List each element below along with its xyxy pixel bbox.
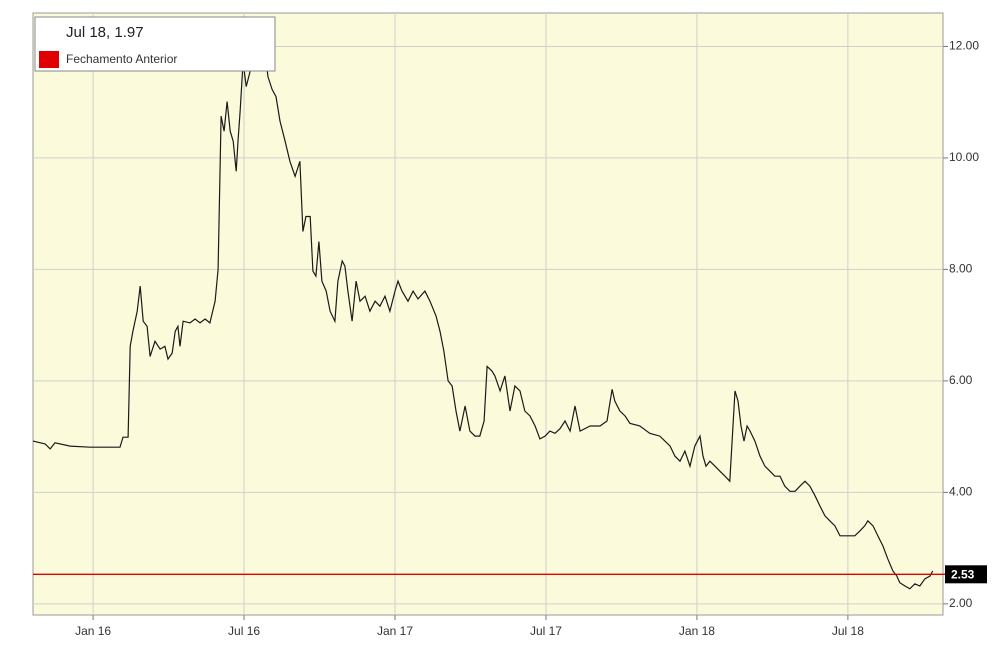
tooltip-text: Jul 18, 1.97: [66, 24, 144, 41]
plot-area: [32, 12, 944, 616]
y-tick-label: 4.00: [949, 485, 973, 499]
x-tick-label: Jul 18: [832, 624, 864, 638]
legend-box: [34, 16, 276, 72]
legend-swatch: [39, 51, 59, 68]
legend-label: Fechamento Anterior: [66, 52, 177, 66]
x-tick-label: Jan 16: [75, 624, 111, 638]
y-tick-label: 2.00: [949, 596, 973, 610]
price-line: [32, 31, 934, 590]
x-tick-label: Jul 17: [530, 624, 562, 638]
x-tick-label: Jan 18: [679, 624, 715, 638]
x-tick-label: Jan 17: [377, 624, 413, 638]
reference-label-box: [945, 565, 987, 584]
y-tick-label: 8.00: [949, 262, 973, 276]
x-tick-label: Jul 16: [228, 624, 260, 638]
y-tick-label: 12.00: [949, 39, 979, 53]
reference-label: 2.53: [951, 567, 975, 581]
y-tick-label: 10.00: [949, 150, 979, 164]
y-tick-label: 6.00: [949, 373, 973, 387]
